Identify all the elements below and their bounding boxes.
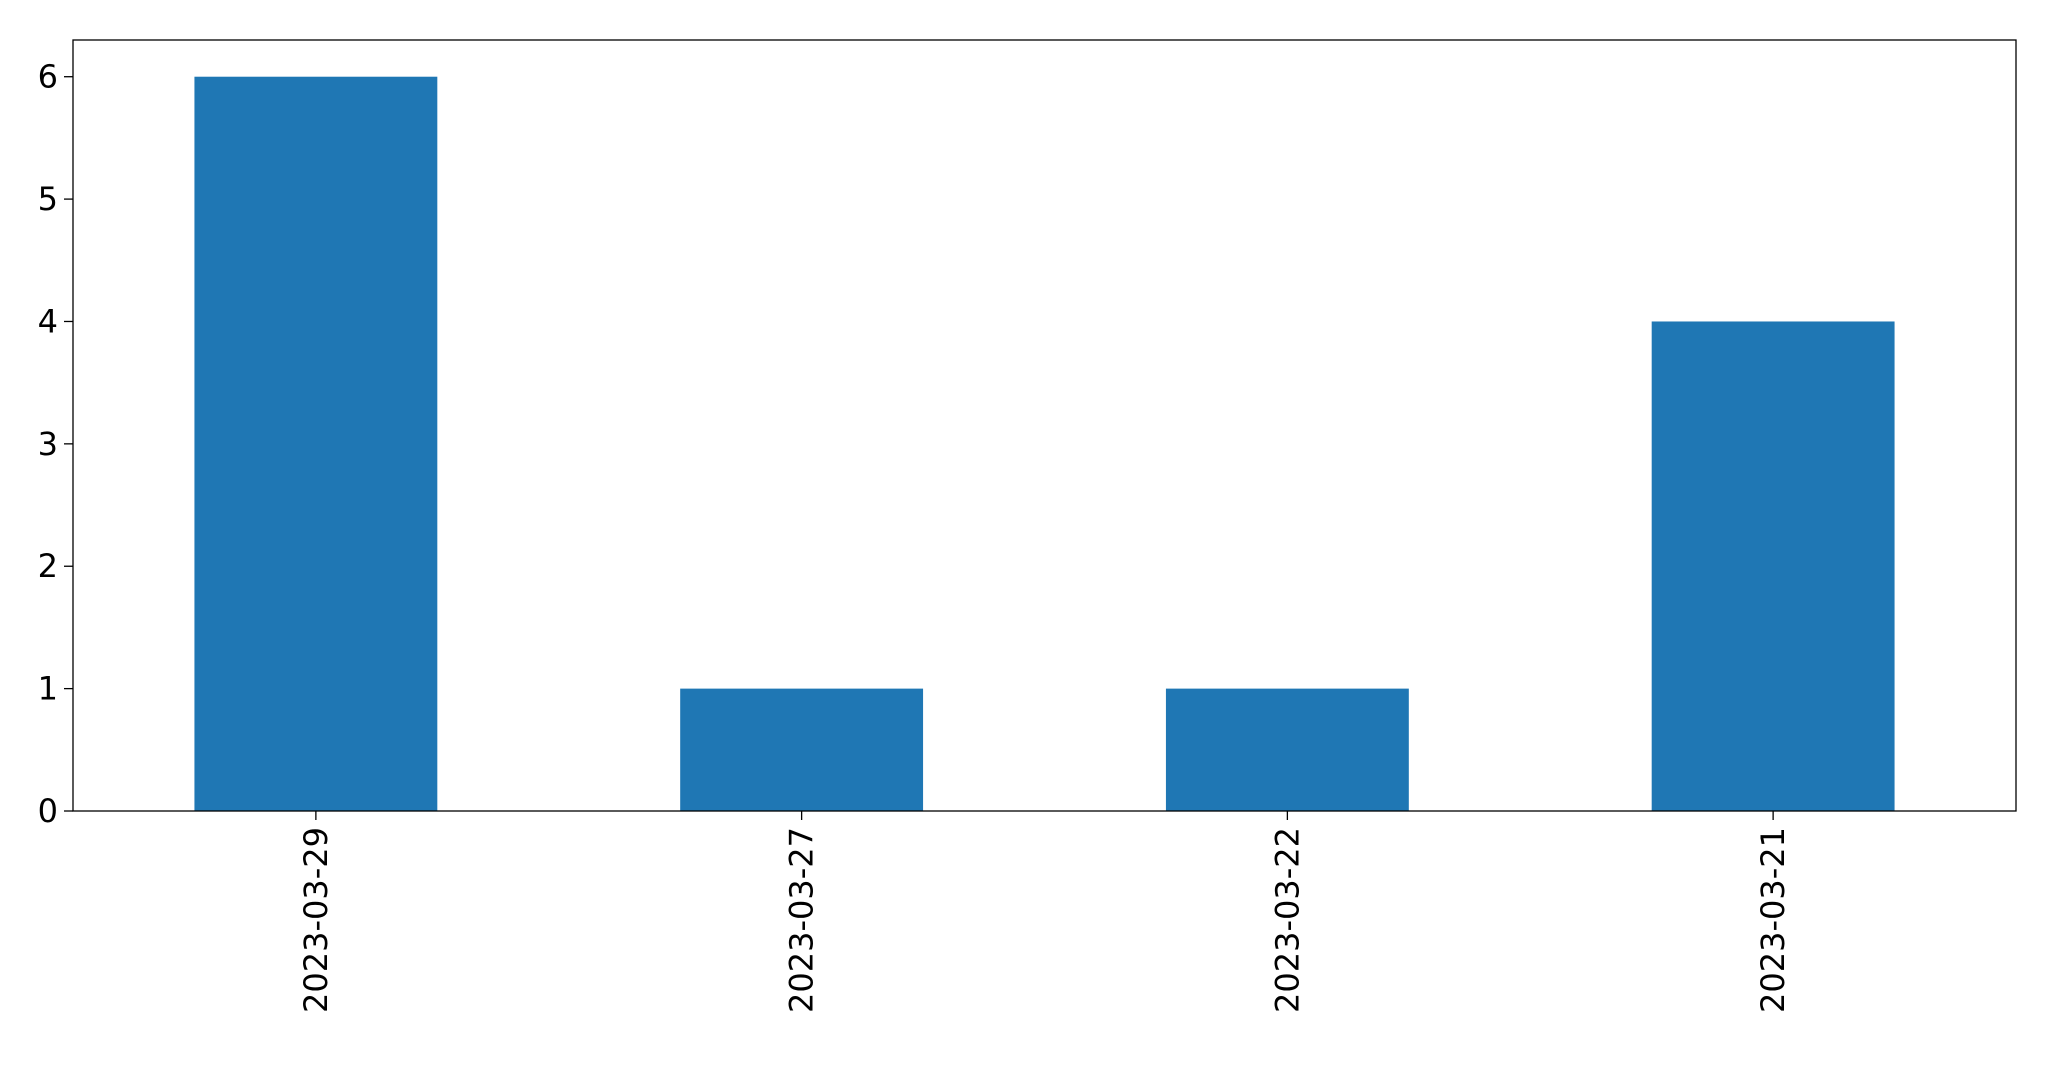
bar — [1651, 321, 1895, 811]
x-tick-label: 2023-03-22 — [1268, 827, 1306, 1013]
y-tick-label: 0 — [38, 792, 58, 830]
plot-frame — [72, 39, 2017, 812]
x-tick-label: 2023-03-27 — [783, 827, 821, 1013]
y-tick-label: 4 — [38, 302, 58, 340]
y-tick-label: 2 — [38, 547, 58, 585]
y-tick-label: 5 — [38, 180, 58, 218]
bar — [194, 76, 438, 811]
y-tick-label: 1 — [38, 670, 58, 708]
y-tick-label: 6 — [38, 58, 58, 96]
x-axis: 2023-03-29 2023-03-27 2023-03-22 2023-03-21 — [297, 811, 1792, 1013]
y-axis: 0 1 2 3 4 5 6 — [38, 58, 73, 830]
y-tick-label: 3 — [38, 425, 58, 463]
x-tick-label: 2023-03-21 — [1754, 827, 1792, 1013]
bars-layer — [194, 76, 1895, 811]
x-tick-label: 2023-03-29 — [297, 827, 335, 1013]
bar — [1165, 688, 1409, 811]
bar — [680, 688, 924, 811]
